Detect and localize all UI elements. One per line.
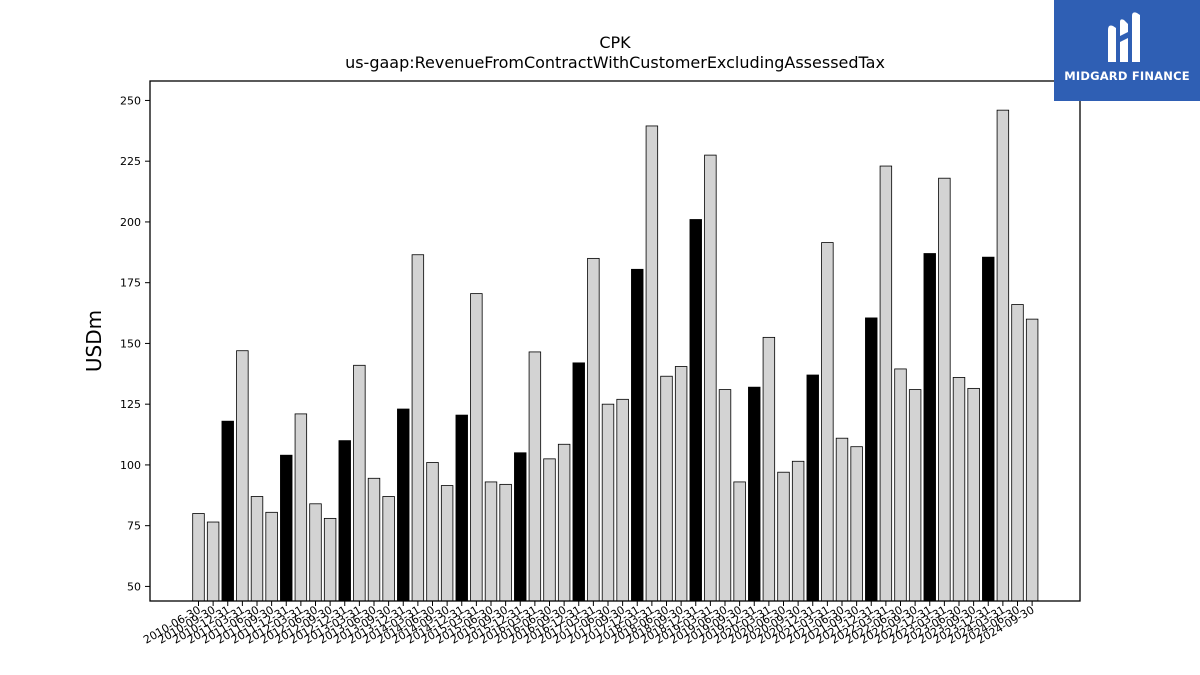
bar-2010-06-30 bbox=[192, 513, 205, 602]
bar-2022-12-31 bbox=[923, 253, 936, 602]
bar-2020-03-31 bbox=[762, 336, 776, 602]
y-ticks-group: 50 75 100 125 150 175 200 225 250 bbox=[120, 94, 150, 593]
bar-2023-12-31 bbox=[982, 256, 995, 602]
bar-2019-09-30 bbox=[733, 481, 746, 602]
bar-2012-06-30 bbox=[309, 503, 322, 602]
bar-2012-09-30 bbox=[323, 517, 337, 602]
bar-2014-06-30 bbox=[426, 462, 439, 602]
bar-2017-06-30 bbox=[601, 403, 615, 602]
bar-2011-12-31 bbox=[280, 454, 293, 602]
y-tick-label: 200 bbox=[120, 216, 141, 229]
bar-2018-06-30 bbox=[660, 375, 673, 602]
bar-2019-06-30 bbox=[718, 389, 732, 602]
bar-2013-03-31 bbox=[353, 364, 366, 602]
chart-subtitle: us-gaap:RevenueFromContractWithCustomerE… bbox=[345, 53, 885, 72]
bar-2021-06-30 bbox=[835, 437, 849, 602]
bar-2024-09-30 bbox=[1025, 318, 1039, 602]
bar-2020-12-31 bbox=[806, 374, 819, 602]
y-tick-label: 75 bbox=[127, 520, 141, 533]
y-tick-label: 150 bbox=[120, 337, 141, 350]
y-tick-label: 100 bbox=[120, 459, 141, 472]
bar-2022-06-30 bbox=[894, 368, 907, 602]
y-tick-label: 175 bbox=[120, 277, 141, 290]
bar-2015-09-30 bbox=[499, 483, 512, 602]
bar-2023-09-30 bbox=[967, 387, 980, 602]
bar-2023-06-30 bbox=[952, 377, 966, 602]
bar-2019-12-31 bbox=[748, 386, 761, 602]
bar-2014-03-31 bbox=[411, 254, 425, 602]
bar-2020-09-30 bbox=[791, 460, 805, 602]
bar-2022-03-31 bbox=[879, 165, 893, 602]
y-tick-label: 225 bbox=[120, 155, 141, 168]
bar-2021-09-30 bbox=[850, 446, 863, 602]
bar-2018-03-31 bbox=[645, 125, 659, 602]
bar-2020-06-30 bbox=[777, 471, 790, 602]
bar-2018-12-31 bbox=[689, 219, 702, 602]
bar-2013-12-31 bbox=[397, 408, 410, 602]
bar-2016-09-30 bbox=[557, 443, 571, 602]
bar-2024-03-31 bbox=[996, 109, 1010, 602]
bar-2019-03-31 bbox=[704, 154, 717, 602]
bar-2021-12-31 bbox=[865, 317, 878, 602]
bar-2010-09-30 bbox=[206, 521, 220, 602]
bar-2022-09-30 bbox=[908, 389, 922, 602]
plot-frame bbox=[149, 80, 1081, 602]
bar-2012-12-31 bbox=[338, 440, 351, 602]
x-ticks-group: 2010-06-302010-09-302010-12-312011-03-31… bbox=[141, 601, 1037, 647]
bar-2015-06-30 bbox=[484, 481, 498, 602]
bar-2015-12-31 bbox=[514, 452, 527, 602]
bar-2017-09-30 bbox=[616, 398, 629, 602]
bar-2011-09-30 bbox=[265, 511, 278, 602]
bar-2014-09-30 bbox=[440, 485, 454, 602]
bar-2016-12-31 bbox=[572, 362, 585, 602]
brand-logo: MIDGARD FINANCE bbox=[1054, 0, 1200, 101]
bar-2024-06-30 bbox=[1011, 304, 1024, 602]
y-tick-label: 125 bbox=[120, 398, 141, 411]
bar-2015-03-31 bbox=[470, 293, 483, 602]
bar-2011-03-31 bbox=[236, 350, 249, 602]
bar-2017-12-31 bbox=[631, 268, 644, 602]
y-tick-label: 50 bbox=[127, 580, 141, 593]
bar-2011-06-30 bbox=[250, 496, 264, 602]
y-axis-label: USDm bbox=[82, 310, 106, 372]
bar-2023-03-31 bbox=[938, 177, 951, 602]
bar-2010-12-31 bbox=[221, 420, 234, 602]
bar-2013-09-30 bbox=[382, 496, 395, 602]
bar-2012-03-31 bbox=[294, 413, 308, 602]
bar-2013-06-30 bbox=[367, 477, 381, 602]
bar-2014-12-31 bbox=[455, 414, 468, 602]
bar-2016-03-31 bbox=[528, 351, 542, 602]
brand-name: MIDGARD FINANCE bbox=[1064, 69, 1190, 83]
bar-2021-03-31 bbox=[821, 242, 834, 602]
bar-2016-06-30 bbox=[543, 458, 556, 602]
chart-title: CPK bbox=[599, 33, 631, 52]
bar-2017-03-31 bbox=[587, 257, 600, 602]
y-tick-label: 250 bbox=[120, 94, 141, 107]
bar-2018-09-30 bbox=[674, 366, 688, 602]
bars-group bbox=[192, 109, 1039, 602]
midgard-logo-icon bbox=[1108, 12, 1140, 62]
